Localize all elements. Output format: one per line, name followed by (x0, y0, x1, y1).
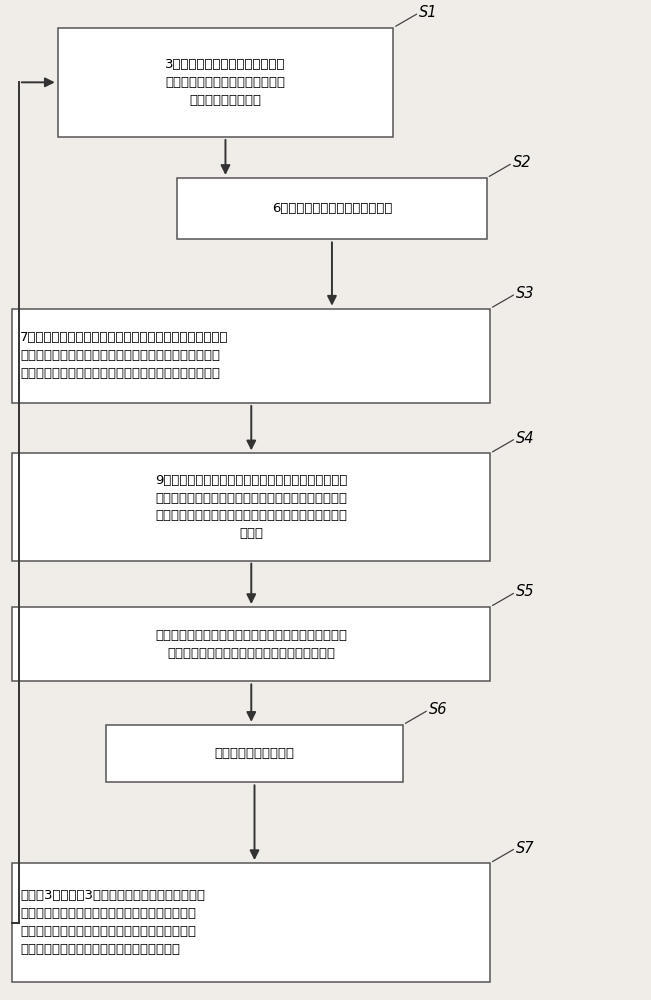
Text: S4: S4 (516, 431, 534, 446)
Text: 将达到第五规格的第二级养殖池内的鱼种移入第一级养: 将达到第五规格的第二级养殖池内的鱼种移入第一级养 (156, 492, 347, 505)
Text: 下一年3月上旬或3月上旬之前捕捞所述鱼种培育单: 下一年3月上旬或3月上旬之前捕捞所述鱼种培育单 (20, 889, 205, 902)
Text: 清理所述分级养殖单元: 清理所述分级养殖单元 (214, 747, 294, 760)
Text: 7月下旬，捕捞达到第一规格的第一级养殖池内的鱼类；将: 7月下旬，捕捞达到第一规格的第一级养殖池内的鱼类；将 (20, 331, 229, 344)
Text: 三级养殖池投放鱼种: 三级养殖池投放鱼种 (189, 94, 262, 107)
Text: 达到第二规格的第二养殖池内的鱼种移入第一级养殖池；: 达到第二规格的第二养殖池内的鱼种移入第一级养殖池； (20, 349, 220, 362)
Text: 第一级养殖池、第二级养殖池和第: 第一级养殖池、第二级养殖池和第 (165, 76, 285, 89)
Text: 6月上旬在鱼种培育单元投放鱼苗: 6月上旬在鱼种培育单元投放鱼苗 (271, 202, 392, 215)
Text: S6: S6 (429, 702, 447, 717)
FancyBboxPatch shape (106, 725, 403, 782)
Text: 殖池；完全打开过鱼闸门，连通第二级养殖池和第三级: 殖池；完全打开过鱼闸门，连通第二级养殖池和第三级 (156, 509, 347, 522)
Text: S2: S2 (513, 155, 531, 170)
Text: 3月上旬按照预设投放标准分别在: 3月上旬按照预设投放标准分别在 (165, 58, 286, 71)
FancyBboxPatch shape (12, 309, 490, 403)
Text: 9月下旬，捕捞达到第四规格的第一级养殖池的鱼类；: 9月下旬，捕捞达到第四规格的第一级养殖池的鱼类； (155, 474, 348, 487)
FancyBboxPatch shape (58, 28, 393, 137)
Text: S5: S5 (516, 584, 534, 599)
Text: 元内由所述鱼苗成长后获得的所述鱼种并按照所述: 元内由所述鱼苗成长后获得的所述鱼种并按照所述 (20, 907, 196, 920)
Text: 将达到第三规格的第三养殖池内的鱼种移入第二级养殖池: 将达到第三规格的第三养殖池内的鱼种移入第二级养殖池 (20, 367, 220, 380)
Text: 将所述第一级养殖池、所述第二级养殖池和所述第三级: 将所述第一级养殖池、所述第二级养殖池和所述第三级 (156, 629, 347, 642)
Text: 养殖池内的达到一第六规格的鱼类全部捕捞上市: 养殖池内的达到一第六规格的鱼类全部捕捞上市 (167, 647, 335, 660)
Text: S3: S3 (516, 286, 534, 301)
Text: 养殖池: 养殖池 (240, 527, 263, 540)
FancyBboxPatch shape (12, 453, 490, 561)
FancyBboxPatch shape (12, 863, 490, 982)
FancyBboxPatch shape (177, 178, 487, 239)
FancyBboxPatch shape (12, 607, 490, 681)
Text: S7: S7 (516, 841, 534, 856)
Text: 预设投放标准将所述鱼种分别投放入所述第一级养: 预设投放标准将所述鱼种分别投放入所述第一级养 (20, 925, 196, 938)
Text: S1: S1 (419, 5, 437, 20)
Text: 殖池、所述第二级养殖池和所述第三级养殖池: 殖池、所述第二级养殖池和所述第三级养殖池 (20, 943, 180, 956)
